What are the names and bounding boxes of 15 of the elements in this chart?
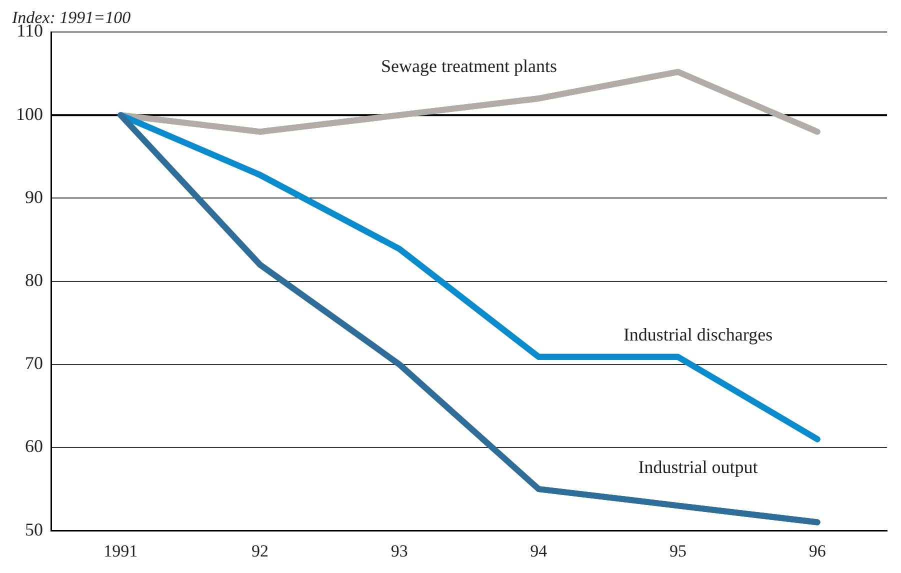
x-tick-label: 1991 [104, 541, 138, 560]
x-tick-label: 95 [670, 541, 686, 560]
y-tick-label: 60 [25, 436, 43, 456]
x-tick-label: 93 [390, 541, 408, 560]
y-tick-label: 70 [25, 353, 43, 374]
series-label: Industrial output [638, 456, 758, 477]
y-tick-label: 50 [25, 519, 43, 540]
y-tick-label: 100 [16, 104, 43, 124]
series-label: Industrial discharges [623, 324, 773, 345]
x-tick-label: 92 [252, 541, 268, 560]
x-tick-label: 94 [530, 541, 548, 560]
x-tick-label: 96 [808, 541, 826, 560]
series-label: Sewage treatment plants [381, 56, 557, 76]
y-tick-label: 90 [25, 186, 43, 207]
y-tick-label: 80 [25, 270, 43, 290]
